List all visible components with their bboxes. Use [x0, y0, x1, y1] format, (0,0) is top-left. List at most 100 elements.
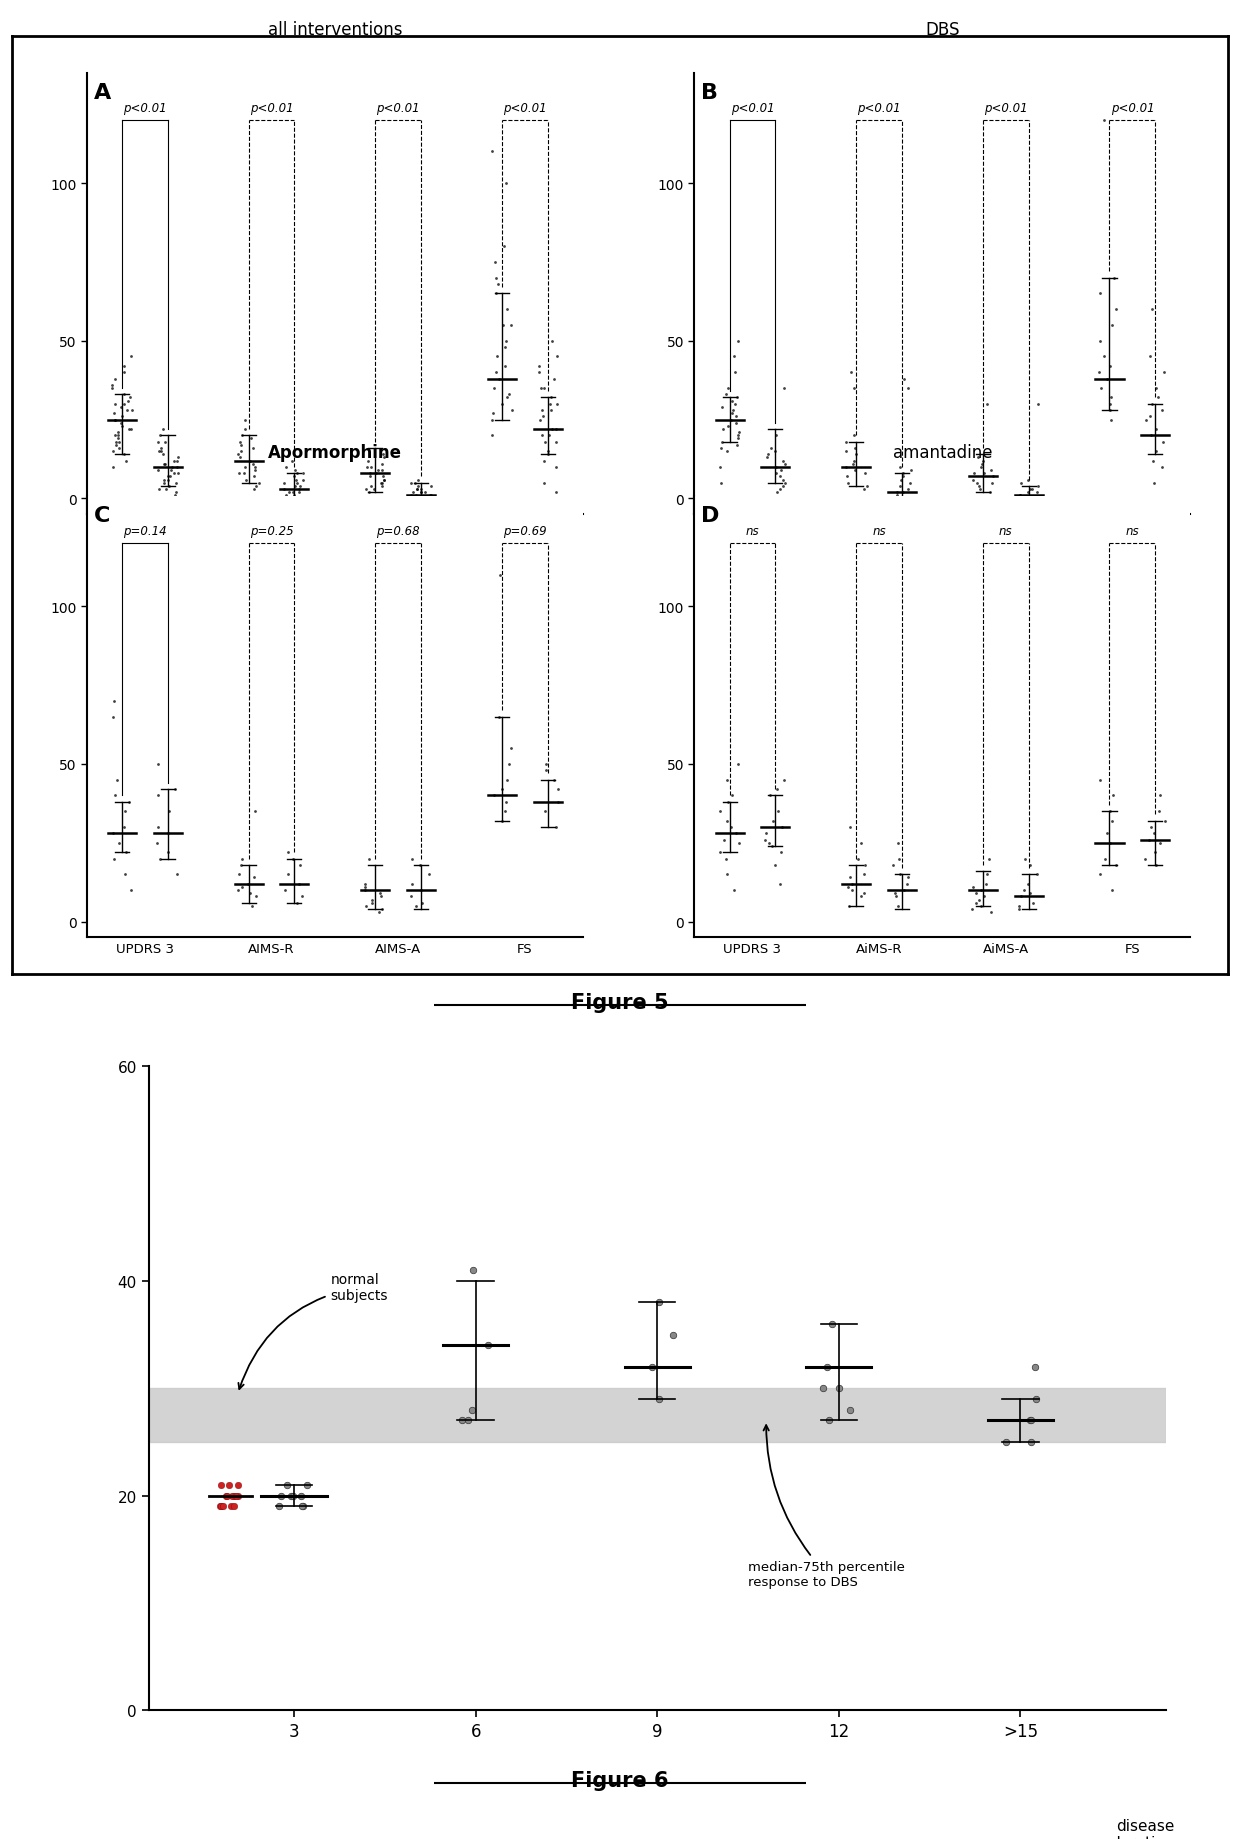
Point [982, 469, 1002, 498]
Point [977, 861, 997, 890]
Point [122, 875, 141, 905]
Point [482, 406, 502, 436]
Point [650, 1287, 670, 1317]
Point [893, 478, 913, 508]
Point [105, 782, 125, 811]
Point [822, 1309, 842, 1339]
Point [103, 371, 123, 401]
Point [771, 839, 791, 868]
Point [763, 807, 782, 837]
Point [372, 896, 392, 925]
Point [495, 333, 515, 362]
Point [156, 474, 176, 504]
Point [1146, 416, 1166, 445]
Point [1147, 851, 1167, 881]
Point [856, 460, 875, 489]
Text: p=0.68: p=0.68 [376, 524, 420, 537]
Point [284, 482, 304, 511]
Point [232, 874, 252, 903]
Point [728, 421, 748, 451]
Point [722, 399, 742, 428]
Point [217, 1480, 237, 1510]
Point [889, 861, 909, 890]
Point [415, 478, 435, 508]
Point [1089, 359, 1109, 388]
Point [372, 883, 392, 912]
Point [407, 474, 427, 504]
Point [717, 765, 737, 794]
Text: p<0.01: p<0.01 [376, 101, 420, 114]
Point [768, 796, 787, 826]
Point [231, 438, 250, 467]
Point [977, 390, 997, 419]
Point [211, 1491, 231, 1521]
Point [766, 452, 786, 482]
Point [712, 428, 732, 458]
Point [277, 482, 296, 511]
Point [967, 469, 987, 498]
Point [486, 263, 506, 292]
Point [280, 484, 300, 513]
Point [1014, 875, 1034, 905]
Point [1023, 484, 1043, 513]
Point [534, 447, 554, 476]
Point [160, 462, 180, 491]
Point [277, 452, 296, 482]
Point [159, 473, 179, 502]
Point [166, 447, 186, 476]
Point [167, 452, 187, 482]
Point [968, 473, 988, 502]
Point [1101, 406, 1121, 436]
Point [149, 750, 169, 780]
Point [529, 406, 549, 436]
Point [1090, 765, 1110, 794]
Point [236, 465, 255, 495]
Point [1146, 438, 1166, 467]
Point [228, 1480, 248, 1510]
Point [246, 456, 265, 485]
Point [642, 1352, 662, 1381]
Point [727, 384, 746, 414]
Point [105, 406, 125, 436]
Point [729, 417, 749, 447]
Point [105, 390, 125, 419]
Point [761, 434, 781, 463]
Point [529, 359, 549, 388]
Text: normal
subjects: normal subjects [238, 1273, 388, 1388]
Point [763, 831, 782, 861]
Point [538, 440, 558, 469]
Point [854, 879, 874, 908]
Point [883, 851, 903, 881]
Point [293, 460, 312, 489]
Point [150, 421, 170, 451]
Point [164, 460, 184, 489]
Text: median-75th percentile
response to DBS: median-75th percentile response to DBS [748, 1425, 905, 1589]
Point [167, 443, 187, 473]
Point [119, 416, 139, 445]
Point [841, 359, 861, 388]
Point [1101, 796, 1121, 826]
Point [542, 327, 562, 357]
Point [714, 826, 734, 855]
Point [851, 829, 870, 859]
Point [972, 451, 992, 480]
Point [153, 440, 172, 469]
Point [372, 473, 392, 502]
Point [368, 456, 388, 485]
Text: C: C [94, 506, 110, 526]
Point [103, 452, 123, 482]
Point [496, 787, 516, 817]
Point [105, 406, 125, 436]
Point [118, 386, 138, 416]
Point [830, 1374, 849, 1403]
Point [887, 482, 906, 511]
Point [355, 874, 374, 903]
Point [963, 874, 983, 903]
Point [1102, 311, 1122, 340]
Text: Figure 5: Figure 5 [572, 993, 668, 1011]
Point [844, 373, 864, 403]
Point [546, 428, 565, 458]
Point [494, 232, 513, 261]
Title: DBS: DBS [925, 20, 960, 39]
Point [770, 474, 790, 504]
